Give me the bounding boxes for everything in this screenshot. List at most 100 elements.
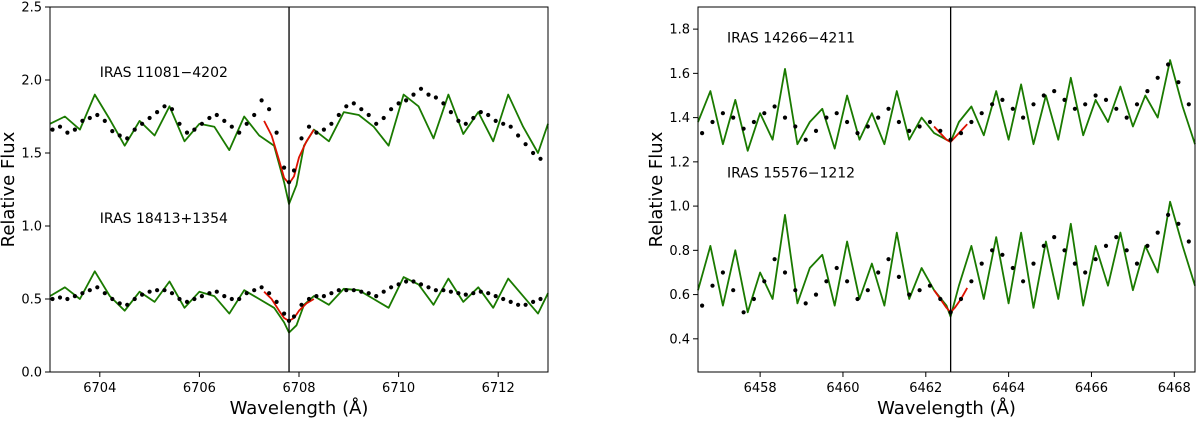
observed-data-point bbox=[184, 299, 190, 304]
observed-data-point bbox=[222, 294, 227, 299]
observed-data-point bbox=[351, 101, 356, 106]
x-tick-label: 6464 bbox=[992, 381, 1025, 396]
x-tick-label: 6708 bbox=[282, 381, 315, 396]
observed-data-point bbox=[751, 296, 757, 302]
observed-data-point bbox=[274, 299, 279, 304]
observed-data-point bbox=[336, 112, 341, 118]
observed-data-point bbox=[441, 101, 446, 106]
observed-data-point bbox=[306, 124, 312, 129]
observed-data-point bbox=[508, 299, 513, 304]
observed-data-point bbox=[140, 121, 145, 126]
observed-data-point bbox=[969, 279, 974, 284]
observed-data-point bbox=[80, 118, 85, 123]
observed-data-point bbox=[102, 291, 107, 296]
observed-data-point bbox=[710, 283, 715, 288]
observed-data-point bbox=[396, 282, 401, 287]
observed-data-point bbox=[782, 270, 788, 275]
observed-data-point bbox=[1124, 115, 1129, 120]
observed-data-point bbox=[720, 270, 726, 275]
observed-data-point bbox=[329, 291, 334, 296]
observed-data-point bbox=[396, 101, 401, 106]
observed-data-point bbox=[865, 288, 870, 293]
observed-data-point bbox=[299, 302, 304, 307]
observed-data-point bbox=[1155, 230, 1160, 235]
observed-data-point bbox=[876, 270, 881, 275]
observed-data-point bbox=[969, 119, 974, 125]
observed-data-point bbox=[958, 296, 964, 302]
observed-data-point bbox=[1176, 221, 1181, 226]
observed-data-point bbox=[782, 115, 788, 120]
observed-data-point bbox=[813, 292, 819, 297]
x-tick-label: 6460 bbox=[826, 381, 859, 396]
observed-data-point bbox=[710, 119, 715, 125]
observed-data-point bbox=[516, 133, 521, 138]
observed-data-point bbox=[274, 130, 279, 135]
observed-data-point bbox=[192, 296, 197, 302]
y-tick-label: 0.6 bbox=[669, 288, 690, 303]
observed-data-point bbox=[471, 291, 476, 296]
observed-data-point bbox=[57, 124, 63, 129]
observed-data-point bbox=[314, 294, 319, 299]
observed-data-point bbox=[426, 285, 431, 290]
observed-data-point bbox=[155, 110, 160, 115]
synthetic-spectrum-line bbox=[49, 93, 549, 206]
observed-data-point bbox=[80, 291, 85, 296]
observed-data-point bbox=[538, 296, 543, 302]
observed-data-point bbox=[538, 156, 543, 161]
star-name-annotation: IRAS 14266−4211 bbox=[727, 30, 855, 46]
observed-data-point bbox=[486, 112, 491, 118]
y-tick-label: 0.5 bbox=[21, 293, 42, 308]
observed-data-point bbox=[359, 289, 364, 294]
observed-data-point bbox=[1103, 243, 1109, 248]
y-tick-label: 2.5 bbox=[21, 1, 42, 16]
observed-data-point bbox=[1052, 89, 1057, 94]
star-name-annotation: IRAS 18413+1354 bbox=[100, 211, 228, 227]
left-spectrum-panel: 6704 6706 6708 6710 6712 0.0 0.5 1.0 1.5 2.0 2.5 Wa… bbox=[0, 1, 549, 419]
observed-data-point bbox=[389, 107, 394, 112]
y-tick-label: 1.6 bbox=[669, 67, 690, 82]
observed-data-point bbox=[177, 296, 182, 302]
observed-data-point bbox=[381, 115, 386, 121]
observed-data-point bbox=[1062, 248, 1067, 253]
observed-data-point bbox=[95, 285, 100, 290]
observed-data-point bbox=[824, 115, 829, 120]
observed-data-point bbox=[855, 296, 860, 302]
observed-data-point bbox=[516, 302, 521, 307]
observed-data-point bbox=[282, 311, 287, 316]
observed-data-point bbox=[938, 128, 943, 133]
y-tick-label: 1.0 bbox=[669, 200, 690, 215]
observed-data-point bbox=[321, 127, 326, 132]
synthetic-spectrum-line bbox=[697, 59, 1196, 152]
observed-data-point bbox=[1134, 261, 1140, 266]
observed-data-point bbox=[1186, 239, 1191, 244]
observed-data-point bbox=[508, 124, 513, 129]
observed-data-point bbox=[471, 115, 476, 121]
y-tick-label: 1.5 bbox=[21, 147, 42, 162]
observed-data-point bbox=[501, 296, 506, 302]
observed-data-point bbox=[1166, 62, 1171, 67]
observed-data-point bbox=[762, 279, 767, 284]
observed-data-point bbox=[531, 299, 536, 304]
observed-data-point bbox=[741, 310, 746, 315]
observed-data-point bbox=[214, 289, 219, 294]
observed-data-point bbox=[50, 296, 55, 302]
observed-data-point bbox=[222, 118, 227, 123]
observed-data-point bbox=[351, 288, 356, 293]
observed-data-point bbox=[855, 131, 860, 136]
observed-data-point bbox=[65, 296, 70, 302]
observed-data-point bbox=[917, 124, 922, 129]
observed-data-point bbox=[1083, 270, 1088, 275]
observed-data-point bbox=[1021, 115, 1026, 120]
observed-data-point bbox=[1134, 102, 1140, 107]
observed-data-point bbox=[493, 118, 498, 123]
observed-data-point bbox=[72, 127, 77, 132]
observed-data-point bbox=[72, 294, 77, 299]
y-tick-label: 1.8 bbox=[669, 23, 690, 38]
x-axis-label: Wavelength (Å) bbox=[877, 397, 1016, 419]
observed-data-point bbox=[229, 296, 234, 302]
observed-data-point bbox=[132, 127, 137, 132]
observed-data-point bbox=[207, 291, 212, 296]
observed-data-point bbox=[162, 288, 167, 293]
plot-frame bbox=[697, 6, 1196, 373]
